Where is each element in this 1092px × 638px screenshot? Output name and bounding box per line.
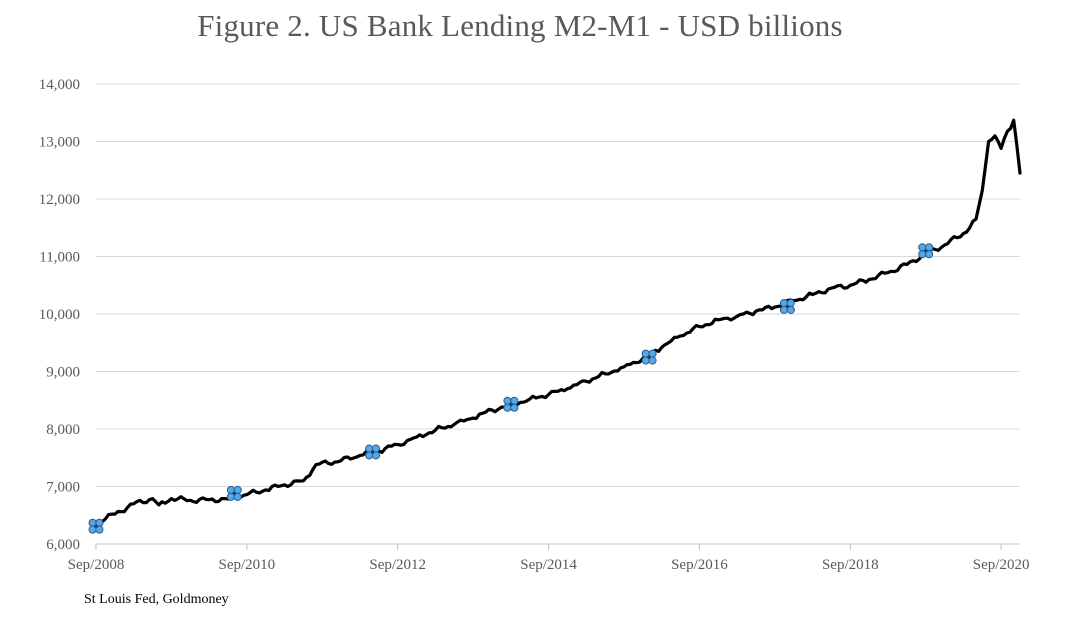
clover-center bbox=[647, 355, 651, 359]
clover-center bbox=[509, 402, 513, 406]
y-tick-label: 12,000 bbox=[39, 192, 80, 208]
clover-marker-icon bbox=[226, 485, 242, 501]
chart-title: Figure 2. US Bank Lending M2-M1 - USD bi… bbox=[197, 8, 843, 43]
y-tick-label: 9,000 bbox=[46, 365, 80, 381]
clover-marker-icon bbox=[88, 518, 104, 534]
x-tick-label: Sep/2020 bbox=[973, 557, 1030, 573]
clover-marker-icon bbox=[641, 349, 657, 365]
clover-lobe bbox=[233, 492, 242, 501]
x-tick-label: Sep/2012 bbox=[369, 557, 426, 573]
x-axis bbox=[95, 543, 1020, 550]
y-tick-label: 7,000 bbox=[46, 480, 80, 496]
clover-lobe bbox=[371, 451, 381, 460]
clover-center bbox=[371, 450, 375, 454]
x-axis-tick-labels: Sep/2008 Sep/2010 Sep/2012 Sep/2014 Sep/2016… bbox=[68, 557, 1030, 573]
clover-lobe bbox=[95, 525, 104, 534]
clover-marker-icon bbox=[503, 396, 519, 412]
clover-lobe bbox=[925, 250, 934, 259]
y-tick-label: 14,000 bbox=[39, 77, 80, 93]
clover-center bbox=[232, 491, 236, 495]
clover-lobe bbox=[786, 305, 795, 314]
gridlines bbox=[96, 83, 1020, 487]
x-tick-label: Sep/2010 bbox=[219, 557, 276, 573]
x-tick-label: Sep/2016 bbox=[671, 557, 728, 573]
series-line bbox=[94, 118, 1022, 524]
y-tick-label: 6,000 bbox=[46, 537, 80, 553]
clover-center bbox=[924, 249, 928, 253]
clover-marker-icon bbox=[365, 444, 381, 460]
clover-marker-icon bbox=[918, 243, 934, 259]
y-tick-label: 8,000 bbox=[46, 422, 80, 438]
y-tick-label: 11,000 bbox=[39, 250, 80, 266]
y-tick-label: 13,000 bbox=[39, 135, 80, 151]
x-tick-label: Sep/2014 bbox=[520, 557, 577, 573]
y-axis-tick-labels: 6,000 7,000 8,000 9,000 10,000 11,000 12,000 13… bbox=[39, 77, 80, 553]
clover-marker-icon bbox=[779, 299, 795, 314]
x-tick-label: Sep/2008 bbox=[68, 557, 125, 573]
x-tick-label: Sep/2018 bbox=[822, 557, 879, 573]
clover-lobe bbox=[648, 356, 657, 365]
source-note: St Louis Fed, Goldmoney bbox=[84, 592, 229, 607]
series-layer bbox=[94, 118, 1022, 524]
marker-layer bbox=[88, 243, 934, 534]
clover-center bbox=[785, 304, 789, 309]
clover-lobe bbox=[510, 403, 519, 412]
y-tick-label: 10,000 bbox=[39, 307, 80, 323]
line-chart: 6,000 7,000 8,000 9,000 10,000 11,000 12,000 13… bbox=[39, 77, 1030, 573]
clover-center bbox=[94, 524, 98, 528]
